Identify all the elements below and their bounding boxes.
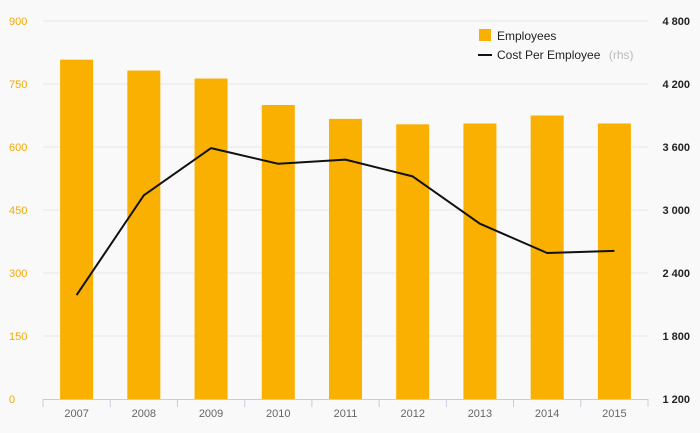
y-right-tick-label: 3 600 bbox=[662, 142, 690, 154]
x-tick-label: 2010 bbox=[266, 408, 290, 420]
x-tick-label: 2011 bbox=[334, 408, 358, 420]
bar-employees bbox=[463, 123, 497, 399]
x-tick-label: 2007 bbox=[64, 408, 88, 420]
y-axis-left: 0 150 300 450 600 750 900 bbox=[9, 16, 27, 406]
y-left-tick-label: 600 bbox=[9, 142, 27, 154]
y-right-tick-label: 3 000 bbox=[662, 205, 690, 217]
x-tick-label: 2015 bbox=[602, 408, 626, 420]
legend: Employees Cost Per Employee (rhs) bbox=[478, 29, 634, 63]
y-right-tick-label: 1 800 bbox=[662, 331, 690, 343]
bar-employees bbox=[60, 59, 94, 399]
legend-swatch-employees bbox=[479, 29, 491, 41]
x-tick-label: 2008 bbox=[132, 408, 156, 420]
y-left-tick-label: 300 bbox=[9, 268, 27, 280]
bar-employees bbox=[329, 118, 362, 400]
line-cost-per-employee bbox=[75, 147, 615, 296]
y-left-tick-label: 750 bbox=[9, 79, 27, 91]
y-left-tick-label: 450 bbox=[9, 205, 27, 217]
bar-employees bbox=[261, 105, 295, 399]
x-tick-label: 2014 bbox=[535, 408, 559, 420]
y-right-tick-label: 2 400 bbox=[662, 268, 690, 280]
bar-series-employees bbox=[60, 59, 631, 400]
legend-label-employees: Employees bbox=[497, 29, 556, 43]
y-left-tick-label: 150 bbox=[9, 331, 27, 343]
bar-employees bbox=[396, 124, 430, 399]
bar-employees bbox=[597, 123, 631, 399]
legend-label-cost-per-employee-suffix: (rhs) bbox=[609, 48, 634, 62]
bar-employees bbox=[127, 70, 161, 399]
x-tick-label: 2012 bbox=[400, 408, 424, 420]
legend-label-cost-per-employee-name: Cost Per Employee bbox=[497, 48, 601, 62]
y-left-tick-label: 0 bbox=[9, 394, 15, 406]
bar-employees bbox=[530, 115, 564, 399]
y-left-tick-label: 900 bbox=[9, 16, 27, 28]
line-series-cost-per-employee bbox=[75, 147, 615, 296]
y-right-tick-label: 4 200 bbox=[662, 79, 690, 91]
x-tick-label: 2009 bbox=[199, 408, 223, 420]
y-axis-right: 1 200 1 800 2 400 3 000 3 600 4 200 4 800 bbox=[662, 16, 690, 406]
x-tick-label: 2013 bbox=[468, 408, 492, 420]
legend-label-cost-per-employee: Cost Per Employee (rhs) bbox=[497, 46, 634, 63]
y-right-tick-label: 1 200 bbox=[662, 394, 690, 406]
y-right-tick-label: 4 800 bbox=[662, 16, 690, 28]
x-axis: 2007 2008 2009 2010 2011 2012 2013 2014 2015 bbox=[42, 399, 649, 420]
bar-employees bbox=[194, 78, 228, 399]
